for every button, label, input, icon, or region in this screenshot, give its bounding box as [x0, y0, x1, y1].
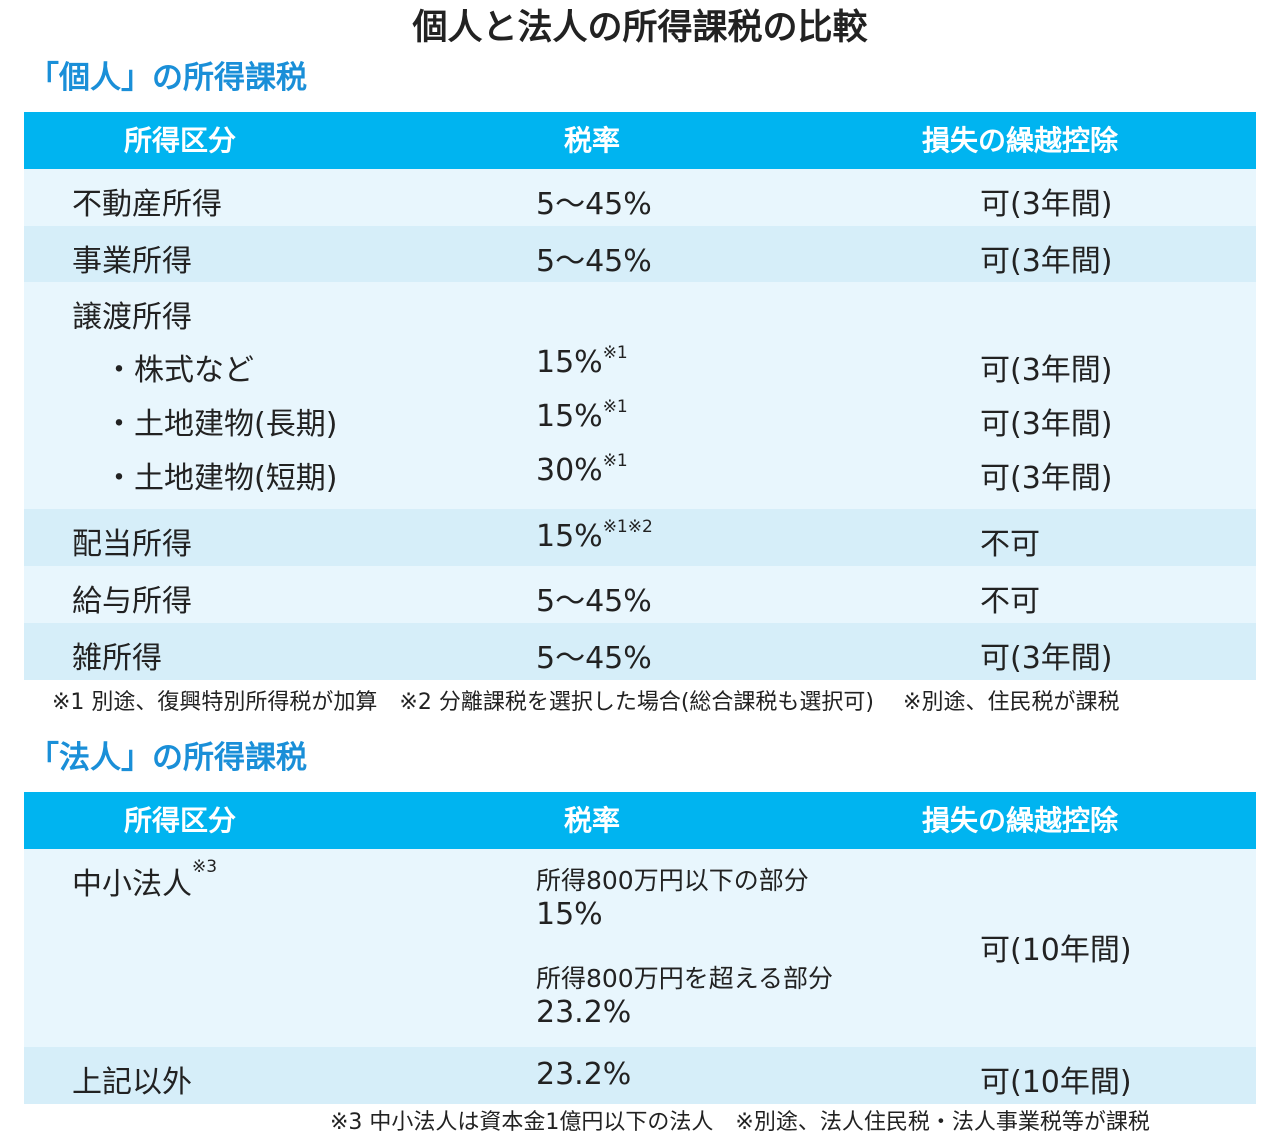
carryover-cell: 不可 [980, 584, 1040, 619]
footnote-mark: ※1 [602, 397, 628, 417]
rate-cell: 5〜45% [536, 244, 652, 279]
category-cell: ・土地建物(短期) [104, 461, 338, 496]
category-cell: 上記以外 [72, 1065, 192, 1100]
table-row: 上記以外 23.2% 可(10年間) [24, 1047, 1256, 1104]
category-cell: 配当所得 [72, 527, 192, 562]
table-row: 給与所得 5〜45% 不可 [24, 566, 1256, 623]
header-category: 所得区分 [124, 804, 237, 837]
carryover-cell: 可(10年間) [980, 1065, 1132, 1100]
category-cell: ・株式など [104, 353, 254, 388]
corporate-section-title: 「法人」の所得課税 [28, 740, 307, 776]
category-cell: 事業所得 [72, 244, 192, 279]
tier1-rate: 15% [536, 897, 603, 932]
table-row: 配当所得 15%※1※2 不可 [24, 509, 1256, 566]
rate-cell: 23.2% [536, 1057, 632, 1092]
carryover-cell: 可(3年間) [980, 407, 1113, 442]
individual-tax-table: 所得区分 税率 損失の繰越控除 不動産所得 5〜45% 可(3年間) 事業所得 … [24, 112, 1256, 680]
table-header: 所得区分 税率 損失の繰越控除 [24, 792, 1256, 849]
carryover-cell: 可(3年間) [980, 244, 1113, 279]
rate-cell: 5〜45% [536, 584, 652, 619]
table-row-group: 譲渡所得 ・株式など 15%※1 可(3年間) ・土地建物(長期) 15%※1 … [24, 282, 1256, 509]
carryover-cell: 可(3年間) [980, 353, 1113, 388]
header-carryover: 損失の繰越控除 [922, 124, 1119, 157]
tier2-rate: 23.2% [536, 995, 632, 1030]
category-cell: ・土地建物(長期) [104, 407, 338, 442]
carryover-cell: 可(3年間) [980, 461, 1113, 496]
page-title: 個人と法人の所得課税の比較 [412, 8, 868, 48]
footnote-mark: ※1 [602, 451, 628, 471]
rate-cell: 30%※1 [536, 451, 628, 488]
category-cell: 雑所得 [72, 641, 162, 676]
rate-cell: 15%※1※2 [536, 517, 653, 554]
table-row: 雑所得 5〜45% 可(3年間) [24, 623, 1256, 680]
corporate-tax-table: 所得区分 税率 損失の繰越控除 中小法人※3 所得800万円以下の部分 15% … [24, 792, 1256, 1104]
carryover-cell: 可(3年間) [980, 641, 1113, 676]
carryover-cell: 不可 [980, 527, 1040, 562]
category-cell: 不動産所得 [72, 187, 222, 222]
header-rate: 税率 [564, 124, 621, 157]
footnote-mark: ※1※2 [602, 517, 653, 537]
carryover-cell: 可(10年間) [980, 933, 1132, 968]
rate-cell: 15%※1 [536, 343, 628, 380]
category-cell: 給与所得 [72, 584, 192, 619]
table-row: 中小法人※3 所得800万円以下の部分 15% 所得800万円を超える部分 23… [24, 849, 1256, 1047]
table-header: 所得区分 税率 損失の繰越控除 [24, 112, 1256, 169]
header-carryover: 損失の繰越控除 [922, 804, 1119, 837]
header-rate: 税率 [564, 804, 621, 837]
rate-cell: 5〜45% [536, 641, 652, 676]
header-category: 所得区分 [124, 124, 237, 157]
rate-cell: 15%※1 [536, 397, 628, 434]
category-cell: 中小法人※3 [72, 857, 218, 902]
rate-cell: 5〜45% [536, 187, 652, 222]
table-row: 不動産所得 5〜45% 可(3年間) [24, 169, 1256, 226]
carryover-cell: 可(3年間) [980, 187, 1113, 222]
individual-section-title: 「個人」の所得課税 [28, 60, 307, 96]
table-row: 事業所得 5〜45% 可(3年間) [24, 226, 1256, 282]
tier1-label: 所得800万円以下の部分 [536, 866, 809, 895]
footnote-mark: ※1 [602, 343, 628, 363]
tier2-label: 所得800万円を超える部分 [536, 964, 833, 993]
footnote-mark: ※3 [192, 857, 218, 877]
category-cell: 譲渡所得 [72, 300, 192, 335]
individual-footnote: ※1 別途、復興特別所得税が加算 ※2 分離課税を選択した場合(総合課税も選択可… [52, 690, 1120, 715]
corporate-footnote: ※3 中小法人は資本金1億円以下の法人 ※別途、法人住民税・法人事業税等が課税 [330, 1110, 1150, 1135]
